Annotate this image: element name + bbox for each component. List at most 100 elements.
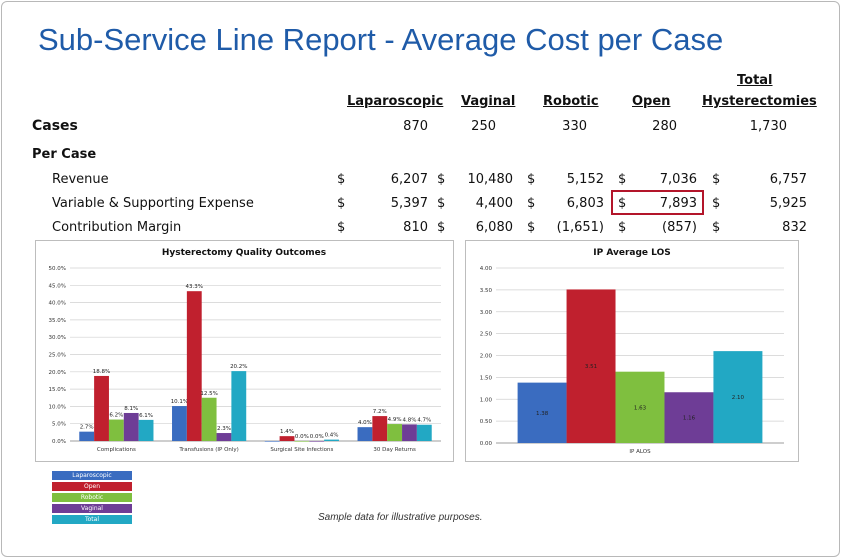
data-label: 1.4% [280,429,294,435]
header-total-line2: Hysterectomies [702,94,817,109]
cases-laparoscopic: 870 [403,119,428,134]
margin-laparoscopic: 810 [403,220,428,235]
y-tick-label: 35.0% [49,318,66,324]
y-tick-label: 0.00 [480,441,493,447]
quality-outcomes-svg: Hysterectomy Quality Outcomes 0.0% 5.0% 10.… [49,248,441,453]
expense-vaginal: 4,400 [475,196,513,211]
bar-open-2 [279,436,295,441]
bar-laparoscopic-2 [264,441,280,442]
data-label: 6.1% [139,413,153,419]
revenue-laparoscopic: 6,207 [390,172,428,187]
y-tick-label: 1.50 [480,375,493,381]
row-label-expense: Variable & Supporting Expense [52,196,254,211]
revenue-vaginal: 10,480 [467,172,514,187]
bar-open-1 [186,291,202,441]
y-tick-label: 20.0% [49,370,66,376]
data-label: 4.9% [388,417,402,423]
y-tick-label: 25.0% [49,353,66,359]
cases-open: 280 [652,119,677,134]
bar-open-3 [372,416,388,441]
data-label: 1.16 [683,416,696,422]
expense-robotic: 6,803 [566,196,604,211]
bar-robotic-1 [201,397,217,441]
row-label-margin: Contribution Margin [52,220,182,235]
row-label-revenue: Revenue [52,172,109,187]
data-label: 0.0% [295,434,309,440]
header-robotic: Robotic [543,94,599,109]
y-tick-label: 5.0% [52,422,66,428]
data-label: 8.1% [124,406,138,412]
data-label: 18.8% [93,369,110,375]
bar-vaginal-3 [402,424,417,441]
bar-laparoscopic-3 [357,427,373,441]
dollar-sign: $ [618,220,627,235]
bar-total-3 [416,424,432,441]
dollar-sign: $ [712,196,721,211]
header-total-line1: Total [737,73,773,88]
dollar-sign: $ [527,220,536,235]
bar-vaginal-1 [216,433,232,441]
bar-total-0 [713,351,763,443]
data-label: 3.51 [585,364,597,370]
legend-robotic: Robotic [52,493,132,502]
data-label: 2.3% [217,426,231,432]
cases-label: Cases [32,118,78,134]
header-vaginal: Vaginal [461,94,516,109]
data-label: 43.3% [186,284,203,290]
chart-title: IP Average LOS [593,248,670,258]
footnote: Sample data for illustrative purposes. [318,512,483,523]
bar-total-0 [138,419,154,441]
bar-robotic-0 [108,419,124,441]
bar-vaginal-2 [309,441,325,442]
dollar-sign: $ [527,196,536,211]
x-tick-label: Surgical Site Infections [270,447,333,453]
y-tick-label: 1.00 [480,397,493,403]
data-label: 1.38 [536,411,549,417]
y-tick-label: 50.0% [49,266,66,272]
y-tick-label: 2.50 [480,332,493,338]
x-tick-label: Transfusions (IP Only) [178,447,238,453]
data-label: 20.2% [230,364,247,370]
data-label: 2.10 [732,395,745,401]
data-label: 10.1% [171,399,188,405]
data-label: 7.2% [373,409,387,415]
dollar-sign: $ [712,172,721,187]
y-tick-label: 40.0% [49,301,66,307]
bar-laparoscopic-1 [172,406,187,441]
y-tick-label: 0.50 [480,419,493,425]
x-tick-label: IP ALOS [629,449,651,455]
bar-laparoscopic-0 [79,431,95,441]
chart-title: Hysterectomy Quality Outcomes [162,248,326,258]
legend-laparoscopic: Laparoscopic [52,471,132,480]
dollar-sign: $ [337,220,346,235]
data-label: 2.7% [80,425,94,431]
dollar-sign: $ [712,220,721,235]
dollar-sign: $ [437,172,446,187]
revenue-robotic: 5,152 [566,172,604,187]
legend-total: Total [52,515,132,524]
bar-total-1 [231,371,247,441]
data-label: 4.7% [417,418,431,424]
highlight-box [611,190,704,215]
y-tick-label: 30.0% [49,335,66,341]
per-case-label: Per Case [32,147,97,162]
bar-robotic-0 [615,371,665,443]
y-tick-label: 2.00 [480,354,493,360]
bar-open-0 [94,375,109,441]
data-label: 1.63 [634,405,647,411]
ip-los-svg: IP Average LOS 0.00 0.50 1.00 1.50 2.00 2.50 3.… [480,248,784,455]
revenue-open: 7,036 [659,172,697,187]
legend-vaginal: Vaginal [52,504,132,513]
data-label: 12.5% [200,391,217,397]
data-label: 4.8% [402,417,416,423]
margin-open: (857) [662,220,697,235]
data-label: 6.2% [109,413,123,419]
y-tick-label: 10.0% [49,404,66,410]
expense-open: 7,893 [659,196,697,211]
data-label: 0.4% [325,433,339,439]
data-label: 4.0% [358,420,372,426]
dollar-sign: $ [337,196,346,211]
margin-total: 832 [782,220,807,235]
expense-laparoscopic: 5,397 [390,196,428,211]
expense-total: 5,925 [769,196,807,211]
